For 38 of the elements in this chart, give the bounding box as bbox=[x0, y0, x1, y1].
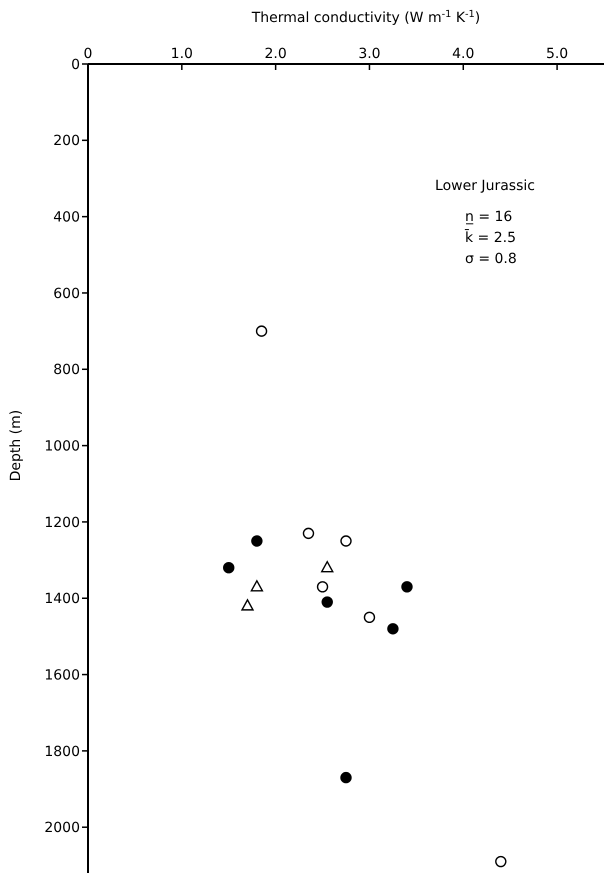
point bbox=[316, 581, 328, 592]
annotation: k̄ = 2.5 bbox=[464, 228, 516, 246]
y-tick-label: 1000 bbox=[44, 438, 80, 455]
point bbox=[401, 581, 413, 592]
point bbox=[340, 772, 352, 784]
point bbox=[302, 528, 314, 540]
point bbox=[495, 856, 506, 868]
y-tick-label: 800 bbox=[53, 362, 80, 378]
x-tick-label: 5.0 bbox=[546, 46, 568, 62]
annotation: σ = 0.8 bbox=[465, 251, 517, 267]
x-tick-label: 2.0 bbox=[264, 46, 287, 62]
y-tick-label: 1400 bbox=[44, 591, 80, 608]
x-tick-label: 4.0 bbox=[452, 46, 474, 62]
point bbox=[250, 580, 264, 592]
x-tick-label: 1.0 bbox=[170, 46, 193, 62]
y-tick-label: 400 bbox=[53, 210, 80, 226]
point bbox=[340, 535, 352, 547]
y-tick-label: 1200 bbox=[44, 514, 80, 531]
y-tick-label: 1600 bbox=[44, 667, 80, 684]
point bbox=[364, 612, 376, 624]
x-tick-label: 0 bbox=[84, 46, 92, 62]
y-tick-label: 600 bbox=[53, 286, 80, 302]
point bbox=[223, 562, 234, 574]
annotation: Lower Jurassic bbox=[435, 178, 535, 194]
y-tick-label: 200 bbox=[53, 133, 80, 150]
y-tick-label: 0 bbox=[71, 56, 80, 73]
point bbox=[241, 599, 254, 611]
point bbox=[387, 623, 399, 634]
y-tick-label: 2000 bbox=[44, 820, 80, 836]
point bbox=[256, 325, 268, 337]
x-axis-title: Thermal conductivity (W m$^{-1}$ K$^{-1}$) bbox=[250, 8, 480, 26]
x-tick-label: 3.0 bbox=[358, 46, 381, 62]
point bbox=[322, 596, 333, 608]
point bbox=[251, 535, 263, 547]
annotation: n̲ = 16 bbox=[465, 209, 512, 225]
y-tick-label: 1800 bbox=[44, 744, 80, 760]
y-axis-title: Depth (m) bbox=[8, 410, 24, 482]
point bbox=[321, 561, 334, 572]
